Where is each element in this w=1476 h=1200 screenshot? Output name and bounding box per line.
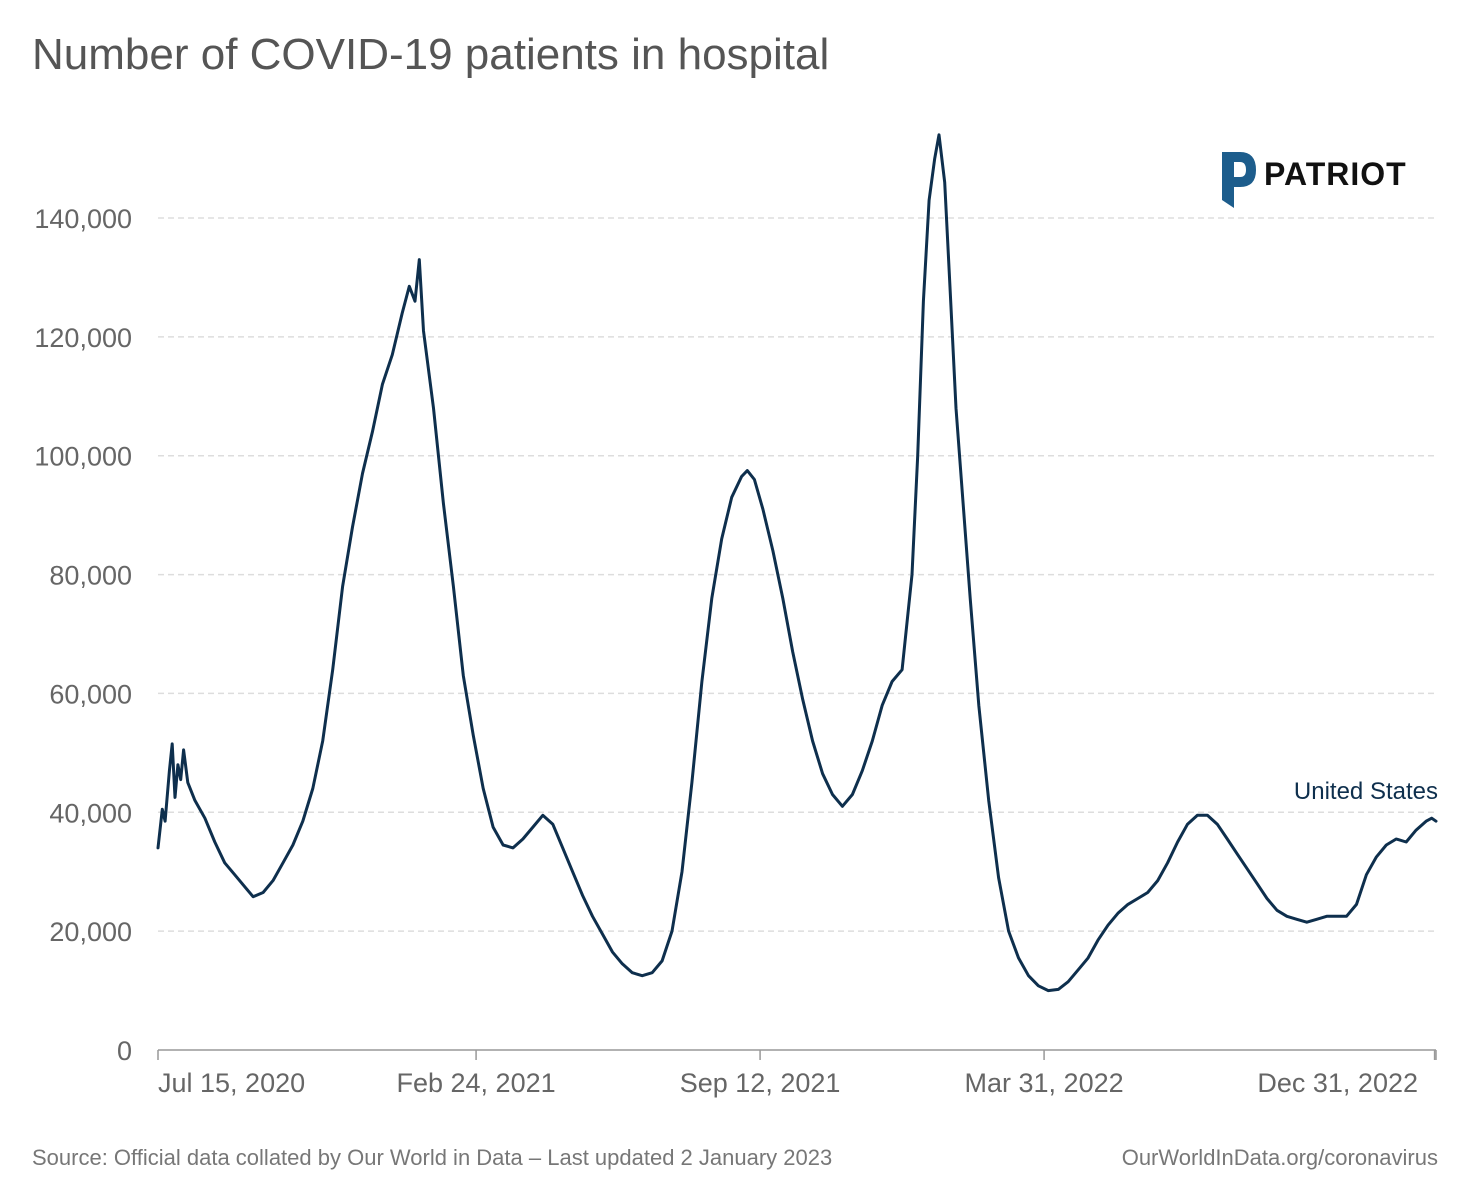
- source-link[interactable]: OurWorldInData.org/coronavirus: [1121, 1145, 1438, 1170]
- y-tick-label: 60,000: [49, 679, 132, 709]
- y-tick-label: 20,000: [49, 917, 132, 947]
- x-axis: Jul 15, 2020 Feb 24, 2021 Sep 12, 2021 Mar …: [157, 1049, 1437, 1098]
- y-tick-label: 40,000: [49, 798, 132, 828]
- series-line-united-states: [156, 133, 1438, 993]
- x-tick-label: Feb 24, 2021: [397, 1068, 556, 1098]
- y-tick-label: 0: [117, 1036, 132, 1066]
- series-layer: United States: [156, 133, 1438, 993]
- chart-title: Number of COVID-19 patients in hospital: [32, 30, 830, 79]
- source-note: Source: Official data collated by Our Wo…: [32, 1145, 833, 1170]
- patriot-logo: PATRIOT: [1220, 150, 1430, 210]
- x-tick-label: Mar 31, 2022: [965, 1068, 1124, 1098]
- y-tick-label: 120,000: [34, 323, 132, 353]
- x-tick-label: Dec 31, 2022: [1257, 1068, 1418, 1098]
- logo-text: PATRIOT: [1264, 156, 1407, 192]
- y-tick-label: 140,000: [34, 204, 132, 234]
- grid-lines: [158, 217, 1436, 932]
- series-label: United States: [1294, 778, 1438, 805]
- patriot-logo-icon: [1222, 152, 1256, 208]
- y-tick-label: 100,000: [34, 442, 132, 472]
- x-tick-label: Jul 15, 2020: [158, 1068, 305, 1098]
- y-tick-label: 80,000: [49, 561, 132, 591]
- x-tick-label: Sep 12, 2021: [680, 1068, 841, 1098]
- y-axis-tick-labels: 0 20,000 40,000 60,000 80,000 100,000 120,000 1…: [34, 204, 132, 1066]
